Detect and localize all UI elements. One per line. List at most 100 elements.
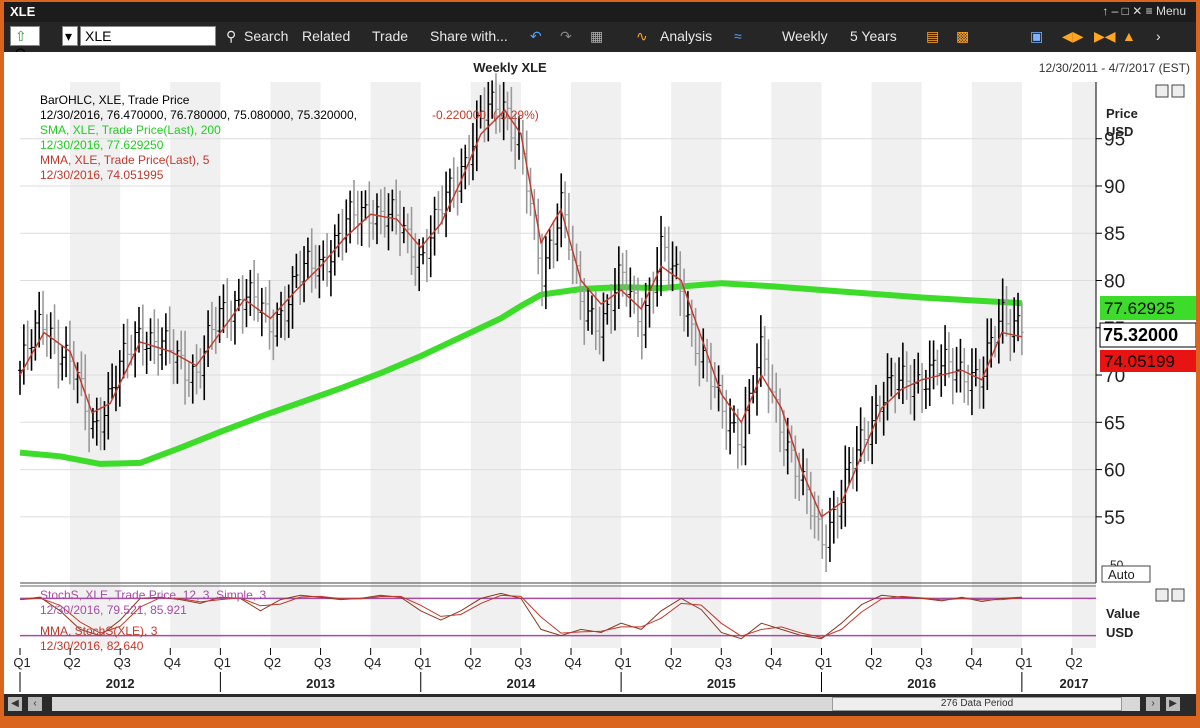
x-quarter-label: Q3: [114, 655, 131, 670]
x-quarter-label: Q1: [815, 655, 832, 670]
legend-change: -0.220000, (-0.29%): [432, 108, 539, 122]
related-menu[interactable]: Related: [302, 28, 351, 44]
x-quarter-label: Q2: [865, 655, 882, 670]
share-menu[interactable]: Share with...: [430, 28, 508, 44]
studies-icon[interactable]: ≈: [734, 28, 742, 44]
search-button[interactable]: Search: [244, 28, 289, 44]
chart-title: Weekly XLE: [473, 60, 547, 75]
y-tick-label: 55: [1104, 508, 1125, 529]
stoch-mma-path: [19, 594, 1022, 639]
analysis-menu[interactable]: Analysis: [660, 28, 713, 44]
auto-label: Auto: [1108, 567, 1135, 582]
quarter-bands: [70, 82, 1096, 648]
sma-line: [19, 280, 1023, 467]
legend-line: 12/30/2016, 74.051995: [40, 168, 164, 182]
scroll-left-icon[interactable]: ◀▶: [1062, 28, 1084, 44]
sma-series-path: [19, 280, 1023, 467]
line-chart-icon[interactable]: ▤: [926, 28, 940, 44]
range-select[interactable]: 5 Years: [850, 28, 897, 44]
x-year-label: 2012: [106, 676, 135, 691]
scroll-right-icon[interactable]: ▶: [1166, 697, 1180, 711]
quarter-band: [1071, 82, 1096, 648]
last-price-box: [1099, 322, 1196, 348]
x-quarter-label: Q3: [715, 655, 732, 670]
x-year-label: 2014: [506, 676, 536, 691]
x-quarter-label: Q4: [364, 655, 381, 670]
sma-value-box: [1100, 296, 1196, 320]
x-quarter-label: Q2: [665, 655, 682, 670]
print-icon[interactable]: ▦: [590, 28, 604, 44]
x-year-label: 2013: [306, 676, 335, 691]
x-quarter-label: Q3: [514, 655, 531, 670]
toolbar: ⇧ Q ▾ XLE ⚲ Search Related Trade Share w…: [4, 22, 1196, 61]
title-bar: XLE ↑ – □ ✕ ≡ Menu: [4, 2, 1196, 22]
window-controls[interactable]: ↑ – □ ✕ ≡ Menu: [1102, 4, 1186, 18]
plot-frame: [20, 82, 1097, 584]
zoom-icon[interactable]: ▶◀: [1094, 28, 1116, 44]
quote-type-select[interactable]: ⇧ Q: [10, 26, 40, 61]
search-icon[interactable]: ⚲: [226, 28, 237, 44]
x-quarter-label: Q2: [264, 655, 281, 670]
stoch-series-path: [19, 592, 1022, 640]
x-quarter-label: Q3: [915, 655, 932, 670]
indicator-restore-icon: [1155, 588, 1169, 602]
legend-line: MMA, XLE, Trade Price(Last), 5: [40, 153, 210, 167]
undo-icon[interactable]: ↶: [530, 28, 542, 44]
x-quarter-label: Q2: [1065, 655, 1082, 670]
y-tick-label: 95: [1104, 130, 1125, 151]
stoch-mma-values: 12/30/2016, 82.640: [40, 639, 144, 653]
stoch-legend: StochS, XLE, Trade Price, 12, 3, Simple,…: [40, 588, 266, 602]
legend-line: 12/30/2016, 76.470000, 76.780000, 75.080…: [40, 108, 357, 122]
symbol-input[interactable]: XLE: [80, 26, 216, 46]
x-year-label: 2015: [707, 676, 736, 691]
x-quarter-label: Q1: [1015, 655, 1032, 670]
last-price-label: 75.32000: [1103, 325, 1178, 345]
price-axis-unit: USD: [1106, 124, 1133, 139]
quarter-band: [571, 82, 622, 648]
x-quarter-label: Q1: [214, 655, 231, 670]
x-quarter-label: Q1: [614, 655, 631, 670]
x-year-label: 2017: [1060, 676, 1089, 691]
indicator-close-icon: [1171, 588, 1185, 602]
restore-icon[interactable]: [1155, 84, 1169, 98]
up-arrow-icon: ⇧: [15, 28, 27, 44]
scroll-track[interactable]: 276 Data Period: [52, 697, 1140, 711]
close-pane-icon[interactable]: [1171, 84, 1185, 98]
mma-series-path: [19, 109, 1023, 518]
x-quarter-label: Q2: [464, 655, 481, 670]
x-year-label: 2016: [907, 676, 936, 691]
scroll-thumb[interactable]: 276 Data Period: [832, 697, 1122, 711]
indicator-axis-title: Value: [1106, 606, 1140, 621]
x-quarter-label: Q4: [564, 655, 581, 670]
window-title: XLE: [10, 4, 36, 19]
trade-menu[interactable]: Trade: [372, 28, 409, 44]
stoch-values: 12/30/2016, 79.521, 85.921: [40, 603, 187, 617]
scroll-bar[interactable]: ◀ ‹ 276 Data Period › ▶: [4, 694, 1196, 716]
y-tick-label: 60: [1104, 461, 1125, 482]
price-axis-title: Price: [1106, 106, 1138, 121]
scroll-step-left-icon[interactable]: ‹: [28, 697, 42, 711]
time-axis: Q1 Q2 Q3 Q4 Q1 Q2 Q3 Q4 Q1 Q2 Q3 Q4 Q1 Q2 Q3 Q4 Q1 Q2 Q3 Q4…: [13, 648, 1088, 692]
auto-button[interactable]: [1101, 565, 1151, 583]
chevron-down-icon[interactable]: ▾: [62, 26, 78, 46]
x-quarter-label: Q1: [414, 655, 431, 670]
y-tick-label: 85: [1104, 224, 1125, 245]
legend-line: SMA, XLE, Trade Price(Last), 200: [40, 123, 221, 137]
quarter-band: [270, 82, 321, 648]
legend-line: BarOHLC, XLE, Trade Price: [40, 93, 190, 107]
layout-icon[interactable]: ▣: [1030, 28, 1044, 44]
scroll-left-icon[interactable]: ◀: [8, 697, 22, 711]
interval-select[interactable]: Weekly: [782, 28, 828, 44]
quarter-band: [470, 82, 521, 648]
analysis-icon[interactable]: ∿: [636, 28, 648, 44]
scroll-step-right-icon[interactable]: ›: [1146, 697, 1160, 711]
stochastic-pane: StochS, XLE, Trade Price, 12, 3, Simple,…: [19, 585, 1185, 653]
indicator-axis-unit: USD: [1106, 625, 1133, 640]
arrows-icon[interactable]: ▲: [1122, 28, 1136, 44]
redo-icon[interactable]: ↷: [560, 28, 572, 44]
chart-svg[interactable]: Weekly XLE 12/30/2011 - 4/7/2017 (EST) B…: [4, 52, 1196, 716]
compare-icon[interactable]: ▩: [956, 28, 970, 44]
more-icon[interactable]: ›: [1156, 28, 1161, 44]
